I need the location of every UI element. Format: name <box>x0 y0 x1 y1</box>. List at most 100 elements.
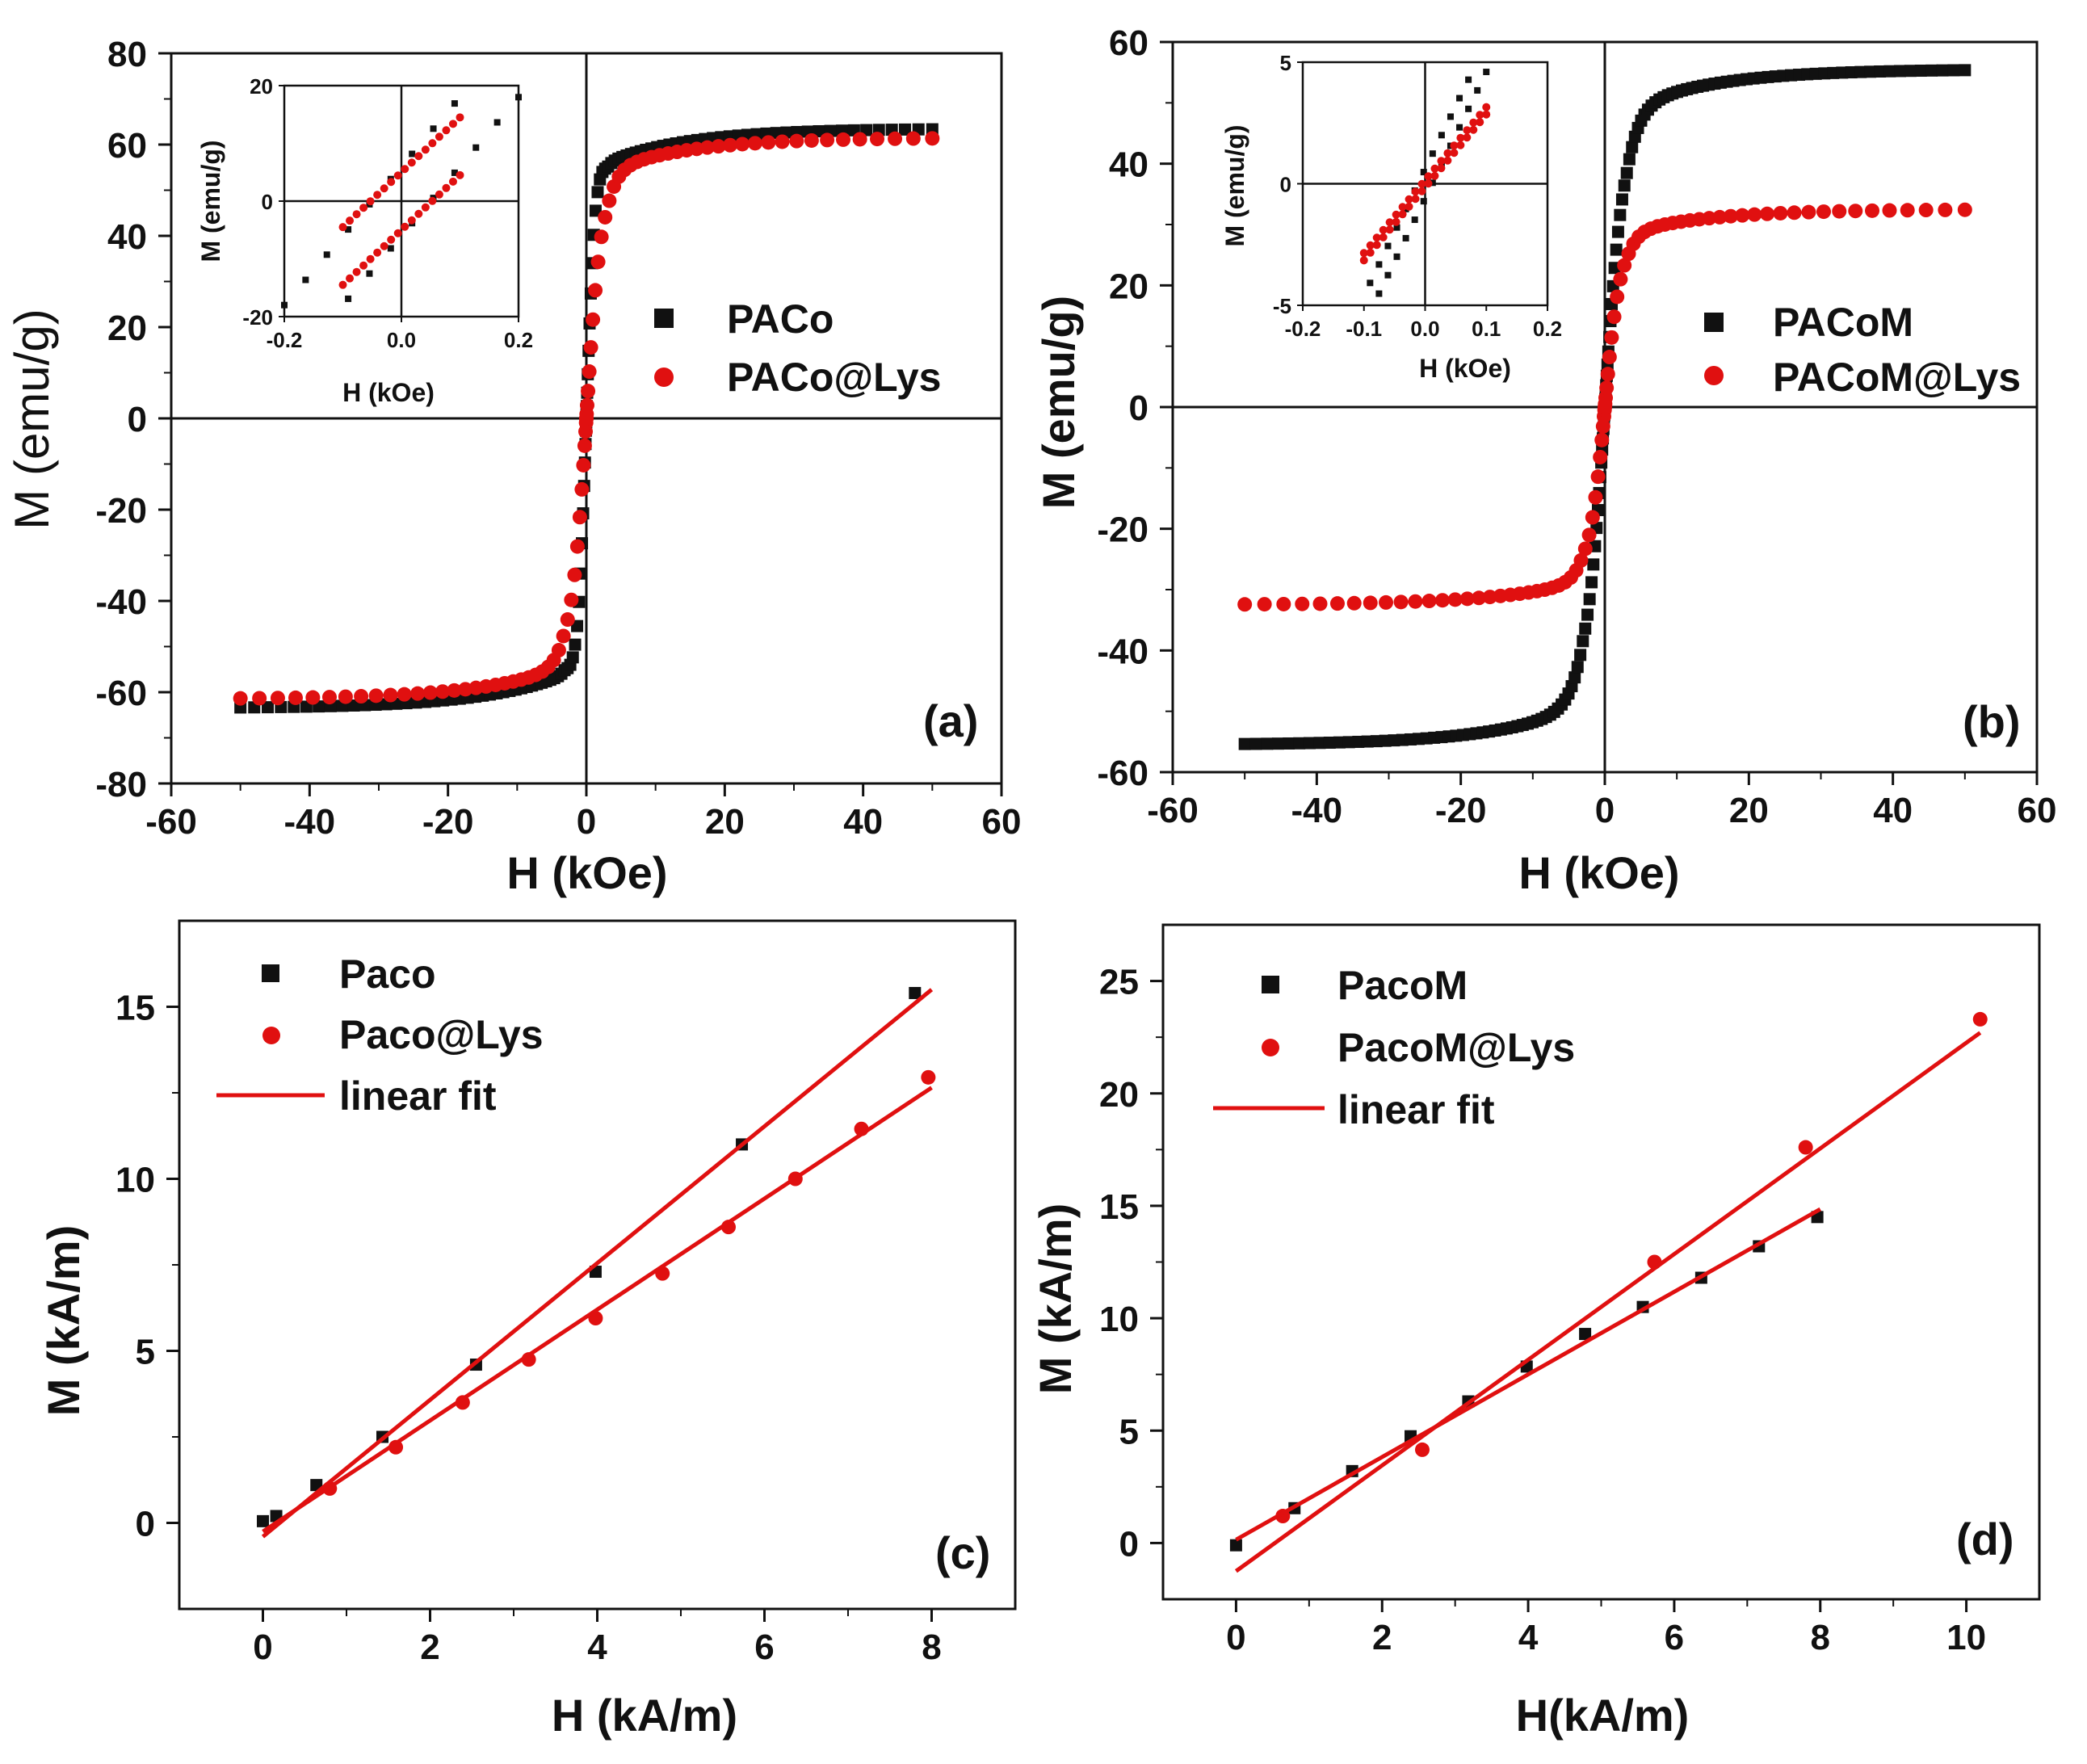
data-point-pacom <box>1615 193 1628 206</box>
data-point-pacom-lys <box>1848 204 1863 219</box>
data-point-pacom <box>1568 671 1581 684</box>
data-point-paco-lys <box>576 457 591 472</box>
data-point-pacom-lys <box>1604 330 1619 345</box>
data-point-inset-pacom <box>1420 169 1427 176</box>
inset-y-tick-label-b: 0 <box>1280 173 1291 197</box>
data-point-inset-paco-lys <box>380 242 388 250</box>
data-point-paco-lys <box>564 592 579 607</box>
data-point-paco-lys <box>233 691 248 706</box>
data-point-inset-pacom-lys <box>1456 141 1465 149</box>
panel-d-x-label: H(kA/m) <box>1516 1690 1690 1741</box>
chart-marks: -60 -40 -20 0 20 40 60-80-60-40-20020406080-0.… <box>95 23 2056 1667</box>
data-point-pacom <box>1874 65 1887 78</box>
data-point-inset-pacom <box>1393 224 1400 231</box>
data-point-pacom <box>1614 208 1627 221</box>
data-point-inset-paco-lys <box>393 229 402 237</box>
data-point-inset-pacom <box>1456 124 1463 131</box>
data-point-inset-paco-lys <box>359 204 368 212</box>
data-point-inset-paco-lys <box>393 171 402 180</box>
data-point-paco <box>909 986 922 999</box>
data-point-inset-pacom-lys <box>1417 179 1426 188</box>
data-point-inset-paco-lys <box>448 177 457 186</box>
panel-c: M (kA/m) H (kA/m) Paco Paco@Lys linear f… <box>38 951 990 1741</box>
data-point-inset-pacom-lys <box>1424 179 1433 188</box>
x-tick-label-d: 4 <box>1518 1618 1539 1657</box>
x-tick-label-a: 20 <box>705 802 745 842</box>
x-tick-label-b: -40 <box>1291 791 1343 830</box>
panel-b-label: (b) <box>1963 696 2021 747</box>
data-point-pacom <box>1626 141 1639 153</box>
data-point-pacom <box>1581 608 1594 621</box>
data-point-inset-pacom-lys <box>1417 187 1426 195</box>
data-point-pacom-lys <box>1712 209 1728 225</box>
legend-label-pacom-lys-d: PacoM@Lys <box>1337 1025 1575 1070</box>
data-point-inset-pacom-lys <box>1411 187 1420 196</box>
data-point-pacom-lys <box>1581 527 1597 543</box>
data-point-paco-lys <box>588 283 603 298</box>
legend-label-fit-c: linear fit <box>339 1073 497 1119</box>
data-point-paco <box>569 638 582 651</box>
data-point-pacom <box>1303 737 1316 750</box>
x-tick-label-a: -40 <box>284 802 336 842</box>
data-point-inset-pacom <box>1465 105 1472 112</box>
data-point-paco <box>566 651 579 664</box>
data-point-paco-lys <box>775 134 790 149</box>
data-point-paco-lys <box>581 384 596 399</box>
data-point-pacom <box>1925 64 1938 77</box>
x-tick-label-d: 2 <box>1372 1618 1392 1657</box>
data-point-pacom <box>1618 179 1631 192</box>
data-point-inset-paco-lys <box>456 170 464 179</box>
data-point-paco-lys <box>925 131 940 146</box>
data-point-paco-lys <box>852 132 867 147</box>
y-tick-label-a: -20 <box>95 491 147 531</box>
panel-a-y-label: M (emu/g) <box>5 309 59 529</box>
fit-line-c-1 <box>262 1086 933 1534</box>
data-point-inset-pacom-lys <box>1372 233 1381 242</box>
data-point-pacom-lys <box>1801 204 1816 220</box>
data-point-inset-pacom <box>1429 179 1436 187</box>
x-tick-label-b: 0 <box>1595 791 1615 830</box>
inset-x-tick-label-b: -0.1 <box>1346 317 1382 341</box>
data-point-paco-lys <box>383 687 398 703</box>
data-point-inset-paco <box>409 150 416 158</box>
data-point-inset-pacom <box>1483 69 1490 76</box>
y-tick-label-a: 20 <box>107 309 147 348</box>
inset-x-tick-label-a: 0.0 <box>387 328 416 352</box>
data-point-pacom <box>1854 65 1867 78</box>
data-point-inset-pacom <box>1411 216 1418 224</box>
y-tick-label-a: 60 <box>107 126 147 166</box>
data-point-pacom-lys <box>1435 593 1451 608</box>
y-tick-label-b: 20 <box>1109 267 1148 306</box>
data-point-inset-paco-lys <box>414 209 423 218</box>
data-point-pacom-lys <box>1702 211 1717 226</box>
data-point-paco <box>813 124 825 137</box>
inset-b-y-label: M (emu/g) <box>1220 124 1249 246</box>
x-tick-label-b: 40 <box>1873 791 1913 830</box>
panel-a-x-label: H (kOe) <box>506 847 667 898</box>
data-point-pacom <box>1936 64 1949 77</box>
data-point-paco-lys <box>820 132 835 148</box>
data-point-paco <box>589 204 602 217</box>
panel-c-x-label: H (kA/m) <box>552 1690 737 1741</box>
data-point-pacom <box>1864 65 1877 78</box>
x-tick-label-b: 60 <box>2018 791 2057 830</box>
legend-label-paco-lys: PACo@Lys <box>727 355 941 400</box>
data-point-pacom <box>1571 661 1584 674</box>
legend-label-paco-c: Paco <box>339 951 436 997</box>
inset-x-tick-label-b: -0.2 <box>1285 317 1321 341</box>
data-point-pacom-lys <box>1594 432 1610 447</box>
data-point-pacom-lys <box>1414 1442 1430 1457</box>
y-tick-label-d: 0 <box>1119 1524 1139 1564</box>
panel-d-legend: PacoM PacoM@Lys linear fit <box>1213 963 1575 1132</box>
inset-x-tick-label-a: -0.2 <box>267 328 303 352</box>
data-point-inset-pacom <box>1447 113 1454 120</box>
y-tick-label-d: 15 <box>1099 1187 1139 1227</box>
data-point-pacom-lys <box>1408 594 1423 609</box>
data-point-pacom-lys <box>1759 206 1774 221</box>
data-point-pacom <box>1342 736 1355 749</box>
data-point-pacom <box>1610 243 1623 256</box>
data-point-pacom-lys <box>1363 595 1378 611</box>
inset-x-tick-label-b: 0.0 <box>1410 317 1439 341</box>
data-point-pacom <box>1585 576 1598 589</box>
data-point-inset-pacom <box>1456 94 1463 102</box>
